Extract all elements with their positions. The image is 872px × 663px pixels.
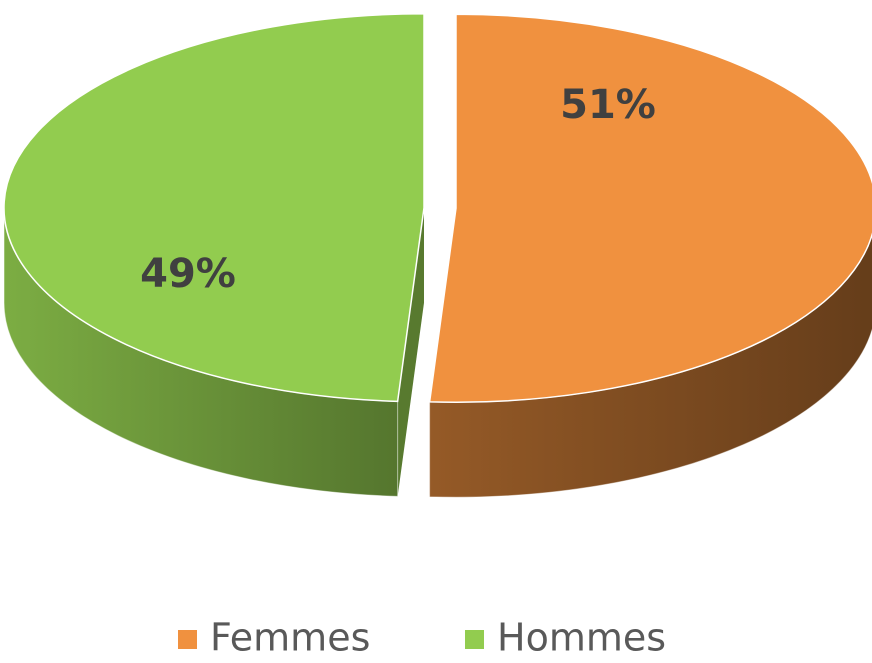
legend-label: Hommes: [497, 616, 666, 660]
legend-swatch: [465, 630, 484, 649]
data-label: 49%: [140, 251, 236, 297]
pie-slice: [428, 13, 872, 498]
slice-cut-face: [397, 207, 425, 497]
data-label: 51%: [560, 82, 656, 128]
slice-top: [3, 13, 425, 403]
legend-label: Femmes: [210, 616, 370, 660]
pie-slice: [3, 13, 425, 497]
legend-swatch: [178, 630, 197, 649]
slice-top: [428, 13, 872, 403]
